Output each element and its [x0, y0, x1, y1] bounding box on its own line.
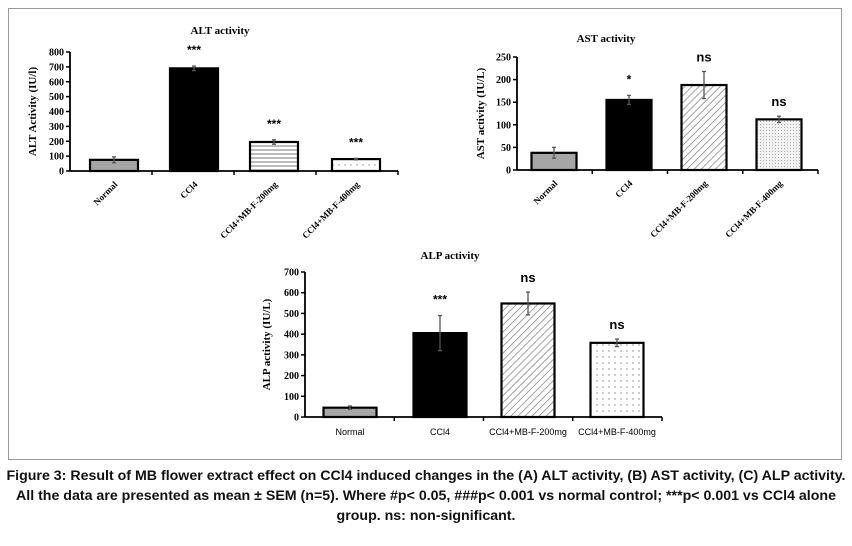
y-tick-label: 250: [496, 53, 511, 64]
y-tick-label: 0: [294, 413, 299, 424]
figure-frame: [8, 8, 842, 460]
y-tick-label: 400: [49, 107, 64, 118]
y-tick-label: 200: [49, 137, 64, 148]
significance-label: ns: [696, 49, 711, 64]
y-tick-label: 700: [49, 62, 64, 73]
bar: [605, 98, 653, 172]
x-tick-label: CCl4: [430, 427, 450, 437]
y-tick-label: 50: [501, 143, 511, 154]
x-tick-label: CCl4+MB-F-200mg: [648, 178, 710, 240]
y-axis-label: AST activity (IU/L): [475, 67, 487, 159]
chart-title: AST activity: [577, 33, 636, 45]
y-tick-label: 200: [496, 75, 511, 86]
x-tick-label: CCl4+MB-F-200mg: [489, 427, 567, 437]
significance-label: ***: [267, 117, 281, 131]
significance-label: ***: [433, 293, 447, 307]
x-tick-label: Normal: [531, 178, 559, 206]
chart-title: ALT activity: [191, 25, 250, 37]
significance-label: ***: [187, 43, 201, 57]
significance-label: *: [627, 72, 632, 86]
bar: [500, 302, 556, 419]
y-tick-label: 300: [284, 350, 299, 361]
significance-label: ns: [771, 94, 786, 109]
bar: [330, 158, 382, 173]
bar: [168, 67, 220, 173]
y-tick-label: 100: [496, 120, 511, 131]
y-tick-label: 700: [284, 268, 299, 279]
y-tick-label: 150: [496, 98, 511, 109]
y-tick-label: 100: [49, 152, 64, 163]
y-tick-label: 600: [284, 288, 299, 299]
y-tick-label: 100: [284, 392, 299, 403]
y-tick-label: 200: [284, 371, 299, 382]
y-axis-label: ALP activity (IU/L): [261, 298, 273, 390]
x-tick-label: CCl4: [613, 178, 635, 200]
figure-caption: Figure 3: Result of MB flower extract ef…: [6, 468, 846, 524]
significance-label: ***: [349, 135, 363, 149]
y-tick-label: 600: [49, 77, 64, 88]
significance-label: ns: [609, 317, 624, 332]
y-tick-label: 400: [284, 330, 299, 341]
x-tick-label: CCl4+MB-F-400mg: [723, 178, 785, 240]
x-tick-label: CCl4: [178, 179, 200, 201]
x-tick-label: Normal: [335, 427, 364, 437]
x-tick-label: CCl4+MB-F-200mg: [218, 179, 280, 241]
y-tick-label: 800: [49, 48, 64, 59]
bar: [755, 118, 803, 172]
x-tick-label: Normal: [91, 179, 119, 207]
bar: [589, 341, 645, 419]
y-tick-label: 500: [284, 309, 299, 320]
y-axis-label: ALT Activity (IU/l): [27, 67, 39, 157]
y-tick-label: 0: [506, 166, 511, 177]
x-tick-label: CCl4+MB-F-400mg: [578, 427, 656, 437]
chart-title: ALP activity: [421, 250, 480, 262]
y-tick-label: 0: [59, 167, 64, 178]
y-tick-label: 500: [49, 92, 64, 103]
significance-label: ns: [520, 270, 535, 285]
x-tick-label: CCl4+MB-F-400mg: [300, 179, 362, 241]
bar: [248, 140, 300, 173]
y-tick-label: 300: [49, 122, 64, 133]
